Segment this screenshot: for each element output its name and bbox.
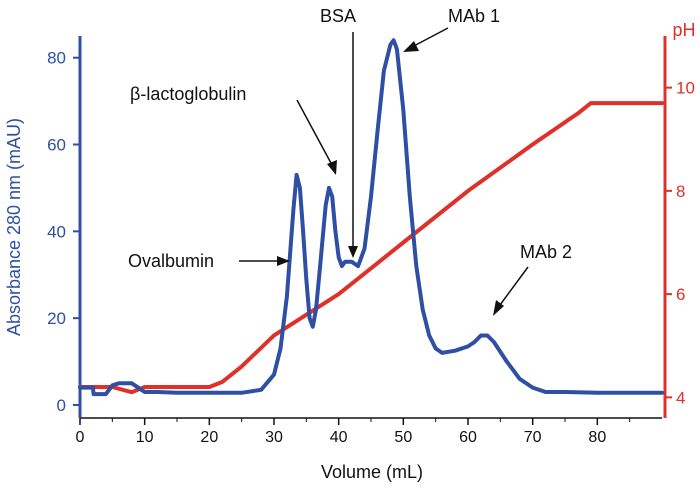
right-y-tick-label: 8 [676,182,685,201]
right-y-tick-label: 10 [676,79,695,98]
x-axis-label: Volume (mL) [321,462,423,482]
annotation-ovalbumin-arrowhead [277,256,290,266]
right-y-ticks: 4 6 8 10 [665,79,695,407]
annotation-beta-lactoglobulin-arrowhead [327,160,337,175]
x-tick-label: 70 [524,429,542,446]
right-y-tick-label: 4 [676,388,685,407]
right-y-tick-label: 6 [676,285,685,304]
annotation-mab2-arrow [499,266,529,306]
annotation-mab1-arrow [409,27,449,49]
left-y-axis-label: Absorbance 280 nm (mAU) [4,118,24,336]
left-y-tick-label: 80 [47,49,66,68]
left-y-tick-label: 60 [47,136,66,155]
annotation-ovalbumin-label: Ovalbumin [128,251,214,271]
annotation-mab1-arrowhead [403,41,419,52]
annotation-mab2-arrowhead [493,300,504,316]
annotation-mab2-label: MAb 2 [520,242,572,262]
absorbance-trace-line [78,38,664,397]
x-tick-label: 50 [394,429,412,446]
annotation-mab2: MAb 2 [493,242,572,316]
annotation-bsa-arrowhead [348,246,358,258]
left-y-tick-label: 20 [47,309,66,328]
annotation-ovalbumin: Ovalbumin [128,251,290,271]
annotation-bsa-label: BSA [320,6,356,26]
annotation-mab1-label: MAb 1 [448,6,500,26]
x-tick-label: 10 [136,429,154,446]
ph-gradient-line [78,101,664,395]
annotation-beta-lactoglobulin: β-lactoglobulin [130,84,337,175]
x-tick-label: 40 [330,429,348,446]
right-y-axis-label: pH [672,20,695,40]
x-tick-label: 80 [588,429,606,446]
x-tick-label: 0 [76,429,85,446]
x-ticks: 0 10 20 30 40 50 60 70 80 [76,418,631,446]
annotation-beta-lactoglobulin-arrow [296,99,333,166]
annotation-bsa: BSA [320,6,358,258]
left-y-tick-label: 0 [57,396,66,415]
left-y-ticks: 0 20 40 60 80 [47,49,80,415]
left-y-tick-label: 40 [47,222,66,241]
x-tick-label: 60 [459,429,477,446]
annotation-mab1: MAb 1 [403,6,500,52]
x-tick-label: 20 [200,429,218,446]
annotation-beta-lactoglobulin-label: β-lactoglobulin [130,84,246,104]
x-tick-label: 30 [265,429,283,446]
